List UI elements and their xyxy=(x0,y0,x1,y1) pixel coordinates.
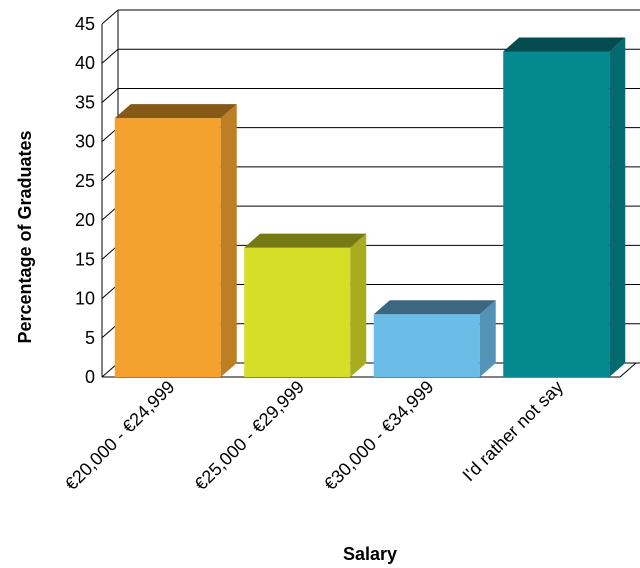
y-tick-label: 5 xyxy=(85,328,95,348)
x-tick-label: €20,000 - €24,999 xyxy=(61,377,178,494)
gridline-side xyxy=(101,88,119,103)
y-tick-label: 40 xyxy=(75,53,95,73)
bar xyxy=(114,104,237,377)
bar-top xyxy=(244,233,367,248)
x-tick-label: I'd rather not say xyxy=(459,377,568,486)
x-tick-label: €25,000 - €29,999 xyxy=(191,377,308,494)
y-tick-label: 25 xyxy=(75,171,95,191)
x-tick-labels: €20,000 - €24,999 €25,000 - €29,999 €30,00… xyxy=(61,377,567,494)
x-axis-title: Salary xyxy=(343,544,397,564)
bar-side xyxy=(609,37,626,377)
bar xyxy=(503,37,626,377)
y-axis-title: Percentage of Graduates xyxy=(15,130,35,343)
bar-side xyxy=(220,104,237,377)
bar xyxy=(373,300,496,377)
y-tick-label: 45 xyxy=(75,14,95,34)
y-tick-label: 35 xyxy=(75,92,95,112)
x-tick-label: €30,000 - €34,999 xyxy=(320,377,437,494)
y-tick-label: 20 xyxy=(75,210,95,230)
y-tick-labels: 0 5 10 15 20 25 30 35 40 45 xyxy=(75,14,95,387)
floor-right-edge xyxy=(619,362,637,378)
bar-side xyxy=(350,233,367,377)
bars xyxy=(114,37,626,377)
bar-front xyxy=(244,247,351,377)
bar-front xyxy=(373,314,480,377)
y-tick-label: 0 xyxy=(85,367,95,387)
bar-front xyxy=(503,51,610,377)
bar xyxy=(244,233,367,377)
gridline-side xyxy=(101,48,119,64)
bar-top xyxy=(114,104,237,119)
y-tick-label: 10 xyxy=(75,289,95,309)
bar-top xyxy=(373,300,496,315)
bar-front xyxy=(114,118,221,377)
y-tick-label: 30 xyxy=(75,132,95,152)
y-tick-label: 15 xyxy=(75,249,95,269)
gridline-side xyxy=(101,9,119,25)
bar-top xyxy=(503,37,626,52)
bar-side xyxy=(479,300,496,377)
